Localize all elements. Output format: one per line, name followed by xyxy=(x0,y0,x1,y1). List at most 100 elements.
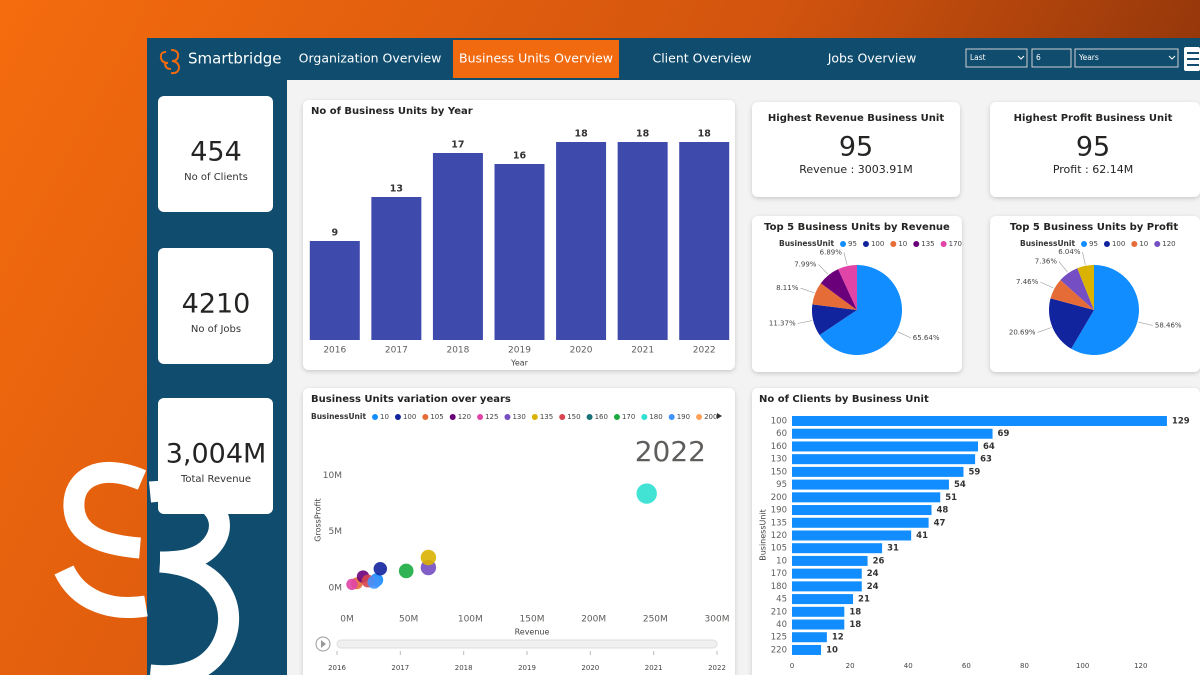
scatter-point xyxy=(367,575,381,589)
data-label: 11.37% xyxy=(769,320,796,328)
y-tick-label: 170 xyxy=(771,569,787,579)
dropdown-chevron xyxy=(1168,55,1176,60)
leader-line xyxy=(800,287,815,294)
legend-title: BusinessUnit xyxy=(311,412,366,421)
x-tick-label: 100 xyxy=(1076,662,1089,670)
data-label: 8.11% xyxy=(776,284,799,292)
filter-value: 6 xyxy=(1036,53,1041,62)
pie-slice xyxy=(1077,265,1094,310)
bar xyxy=(792,479,949,490)
x-axis-title: Year xyxy=(510,359,529,368)
nav-tab[interactable]: Jobs Overview xyxy=(827,51,917,66)
y-tick-label: 60 xyxy=(776,429,787,439)
x-tick-label: 150M xyxy=(520,615,545,625)
scatter-point xyxy=(420,549,437,566)
data-label: 18 xyxy=(636,129,650,140)
play-track[interactable] xyxy=(336,639,718,649)
card-value: 95 xyxy=(1076,132,1110,163)
active-tab xyxy=(453,40,619,78)
x-axis-title: Revenue xyxy=(515,628,550,637)
leader-line xyxy=(897,331,911,339)
x-tick-label: 50M xyxy=(399,615,418,625)
legend-marker xyxy=(372,414,379,420)
pie-slice xyxy=(819,265,903,356)
pie-slice xyxy=(1060,268,1094,310)
nav-tab[interactable]: Business Units Overview xyxy=(459,51,613,66)
scatter-point xyxy=(636,483,657,504)
y-tick-label: 10M xyxy=(323,471,342,481)
bar xyxy=(556,142,607,340)
legend-label: 10 xyxy=(380,413,389,421)
filter-dropdown[interactable] xyxy=(1031,48,1072,68)
logo-watermark xyxy=(54,461,240,675)
nav-tab[interactable]: Client Overview xyxy=(652,51,751,66)
menu-lines xyxy=(1187,52,1199,66)
legend-title: BusinessUnit xyxy=(1020,239,1075,248)
legend-label: 100 xyxy=(871,240,884,248)
scatter-point xyxy=(373,561,388,576)
leader-line xyxy=(818,264,829,275)
chart: Top 5 Business Units by Profit BusinessUn… xyxy=(1009,222,1182,355)
data-label: 21 xyxy=(858,595,870,605)
data-label: 7.99% xyxy=(794,260,817,268)
x-tick-label: 200M xyxy=(581,615,606,625)
nav-bar: Smartbridge Organization Overview Busines… xyxy=(159,40,1200,78)
legend-label: 10 xyxy=(898,240,907,248)
dropdown-chevron xyxy=(1017,55,1025,60)
filter-dropdown[interactable] xyxy=(965,48,1028,68)
bar xyxy=(792,530,912,541)
y-tick-label: 120 xyxy=(771,531,787,541)
play-tick-label: 2016 xyxy=(328,664,346,672)
leader-line xyxy=(1138,321,1153,326)
chart-title: No of Clients by Business Unit xyxy=(759,394,929,405)
legend-label: 200 xyxy=(704,413,717,421)
kpi-value: 3,004M xyxy=(166,439,267,470)
data-label: 10 xyxy=(826,645,838,655)
x-tick-label: 20 xyxy=(846,662,855,670)
x-tick-label: 300M xyxy=(705,615,730,625)
x-tick-label: 40 xyxy=(904,662,913,670)
x-tick-label: 2019 xyxy=(508,346,531,356)
chart: Top 5 Business Units by Revenue BusinessU… xyxy=(764,222,962,356)
kpi-label: No of Clients xyxy=(184,172,248,183)
data-label: 18 xyxy=(849,607,861,617)
legend-label: 100 xyxy=(1112,240,1125,248)
play-icon xyxy=(321,640,326,648)
legend-label: 135 xyxy=(921,240,934,248)
data-label: 16 xyxy=(513,151,527,162)
nav-tab[interactable]: Organization Overview xyxy=(299,51,442,66)
bar xyxy=(792,441,979,452)
legend-marker xyxy=(613,414,620,420)
legend-marker xyxy=(586,414,593,420)
legend-marker xyxy=(1081,241,1088,247)
data-label: 17 xyxy=(451,140,464,151)
y-axis-title: BusinessUnit xyxy=(759,509,768,561)
card-title: Highest Revenue Business Unit xyxy=(768,113,944,124)
legend-label: 10 xyxy=(1139,240,1148,248)
legend-label: 170 xyxy=(949,240,962,248)
legend-label: 135 xyxy=(540,413,553,421)
y-tick-label: 10 xyxy=(776,556,787,566)
x-tick-label: 2016 xyxy=(323,346,346,356)
data-label: 9 xyxy=(331,228,338,239)
legend-more-arrow[interactable] xyxy=(717,413,722,419)
data-label: 20.69% xyxy=(1009,328,1036,336)
legend-marker xyxy=(940,241,947,247)
bar xyxy=(432,153,483,340)
data-label: 47 xyxy=(934,518,946,528)
x-tick-label: 2018 xyxy=(446,346,469,356)
leader-line xyxy=(1058,261,1068,273)
filter-dropdown[interactable] xyxy=(1074,48,1179,68)
x-tick-label: 2022 xyxy=(693,346,716,356)
y-tick-label: 105 xyxy=(771,544,787,554)
card-detail: Revenue : 3003.91M xyxy=(799,163,913,176)
legend-label: 125 xyxy=(485,413,498,421)
pie-slice xyxy=(820,269,857,310)
legend-marker xyxy=(394,414,401,420)
legend-marker xyxy=(668,414,675,420)
bar xyxy=(792,466,964,477)
y-tick-label: 150 xyxy=(771,467,787,477)
scatter-point xyxy=(346,578,358,591)
bar xyxy=(792,492,941,503)
chart-title: Business Units variation over years xyxy=(311,394,511,405)
